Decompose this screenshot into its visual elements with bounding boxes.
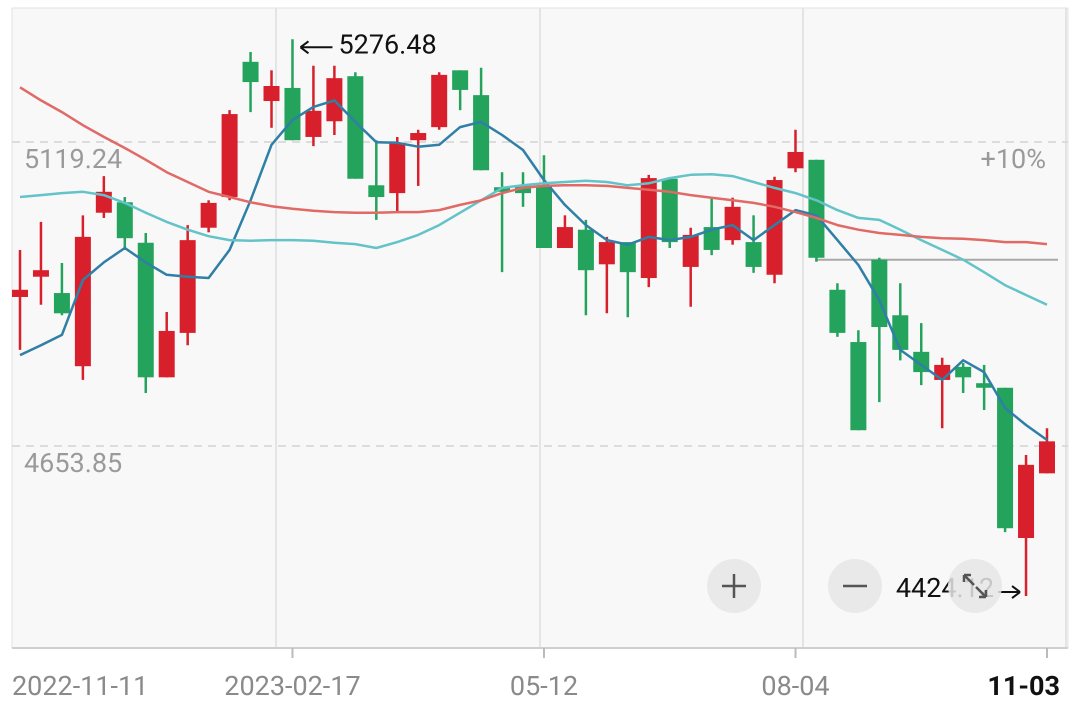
candle-body <box>619 242 636 273</box>
candle-body <box>640 178 657 279</box>
candle-body <box>305 110 322 137</box>
candle-body <box>766 180 783 275</box>
max-label: 5276.48 <box>338 28 436 60</box>
candle-body <box>577 229 594 271</box>
candle-body <box>682 234 699 267</box>
candle-body <box>12 289 28 297</box>
candle-body <box>53 293 70 314</box>
ma-line <box>19 172 1048 306</box>
candle-body <box>787 151 804 169</box>
candle-body <box>892 315 909 350</box>
zoom-in-button[interactable] <box>707 559 761 613</box>
candle-body <box>221 114 238 198</box>
candle-body <box>410 133 427 141</box>
max-arrow <box>299 40 333 55</box>
candle-body <box>494 187 511 192</box>
candle-body <box>389 142 406 194</box>
candle-body <box>829 289 846 333</box>
candle-body <box>179 240 196 333</box>
candle-body <box>431 74 448 128</box>
candle-body <box>1018 464 1035 539</box>
min-arrow <box>998 585 1021 599</box>
candle-body <box>703 227 720 250</box>
candle-body <box>934 364 951 380</box>
candle-body <box>976 383 993 388</box>
candle-body <box>661 178 678 243</box>
fullscreen-button[interactable] <box>948 559 1002 613</box>
vertical-grid <box>275 8 1067 648</box>
zoom-out-button[interactable] <box>828 559 882 613</box>
candle-body <box>724 206 741 241</box>
candle-body <box>1039 441 1055 474</box>
candle-body <box>745 242 762 267</box>
candle-body <box>284 87 301 141</box>
candle-body <box>871 259 888 328</box>
expand-icon <box>962 573 988 599</box>
candle-body <box>263 85 280 102</box>
candle-body <box>158 330 175 378</box>
candle-body <box>515 185 532 194</box>
candle-body <box>74 236 91 367</box>
x-tick-label: 2022-11-11 <box>12 670 148 702</box>
ma-line <box>19 86 1048 246</box>
x-tick-label: 08-04 <box>761 670 829 702</box>
candle-body <box>347 76 364 179</box>
candle-body <box>368 185 385 198</box>
candle-body <box>808 159 825 258</box>
candle-body <box>955 366 972 378</box>
candle-body <box>850 342 867 431</box>
candle-body <box>598 242 615 265</box>
candle-body <box>535 185 552 248</box>
x-tick-label: 2023-02-17 <box>224 670 360 702</box>
fullscreen-button-bg <box>948 559 1002 613</box>
candle-body <box>556 227 573 248</box>
y-tick-label: 5119.24 <box>24 143 122 175</box>
x-tick-label: 11-03 <box>987 670 1060 702</box>
y-tick-label: 4653.85 <box>24 447 122 479</box>
ma-line <box>19 99 1048 442</box>
candle-body <box>137 242 154 378</box>
candle-body <box>242 61 259 83</box>
candle-body <box>452 70 469 90</box>
plus-icon <box>722 574 746 598</box>
candle-body <box>32 270 49 277</box>
candle-body <box>473 95 490 171</box>
candle-body <box>997 387 1014 529</box>
x-tick-label: 05-12 <box>510 670 578 702</box>
y2-tick-label: +10% <box>981 143 1046 175</box>
candle-body <box>116 202 133 239</box>
candle-body <box>200 202 217 228</box>
